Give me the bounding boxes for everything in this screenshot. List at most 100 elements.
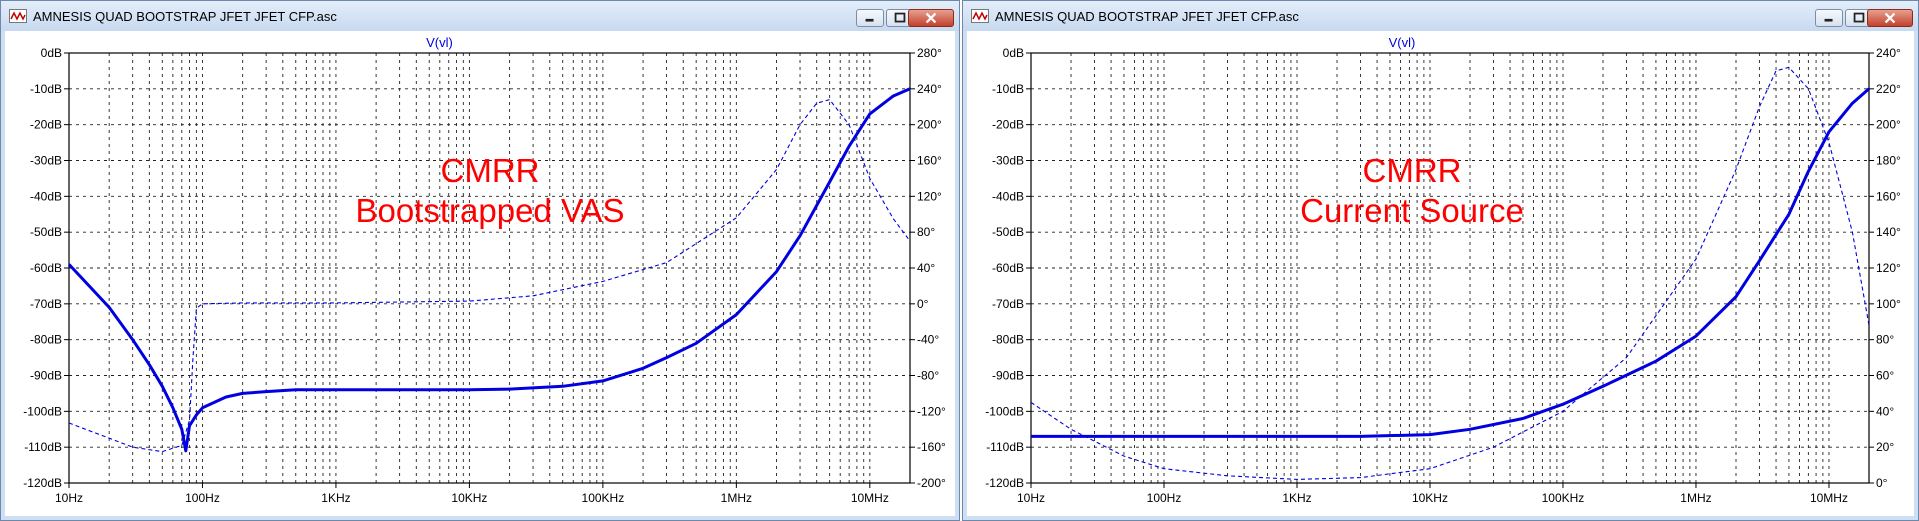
magnitude-trace [67,87,911,453]
ltspice-waveform-icon [971,9,989,23]
annotation-line-2: Bootstrapped VAS [355,192,625,229]
y2-tick-label: 0° [917,297,929,311]
x-tick-label: 1KHz [1282,491,1311,505]
x-tick-label: 100KHz [582,491,625,505]
y2-tick-label: 140° [1876,225,1901,239]
y-tick-label: -120dB [23,476,62,490]
annotation-line-2: Current Source [1300,192,1524,229]
y2-tick-label: -120° [917,404,946,418]
minimize-icon [865,18,874,22]
y-tick-label: -120dB [985,476,1024,490]
x-tick-label: 10Hz [1017,491,1045,505]
title-bar[interactable]: AMNESIS QUAD BOOTSTRAP JFET JFET CFP.asc [963,1,1918,31]
y-tick-label: -10dB [30,82,62,96]
phase-trace [1030,66,1870,480]
y2-tick-label: -200° [917,476,946,490]
trace-label: V(vl) [426,35,453,50]
x-tick-label: 10KHz [451,491,487,505]
maximize-icon [1853,12,1865,23]
phase-trace [68,99,911,453]
x-tick-label: 10MHz [851,491,889,505]
y-tick-label: -10dB [992,82,1024,96]
y2-tick-label: 160° [917,154,942,168]
y2-tick-label: 220° [1876,82,1901,96]
y2-tick-label: 60° [1876,369,1894,383]
x-tick-label: 1MHz [721,491,752,505]
y2-tick-label: 0° [1876,476,1888,490]
x-tick-label: 10MHz [1810,491,1848,505]
x-tick-label: 100Hz [185,491,220,505]
plot-frame [1030,52,1870,484]
y2-tick-label: -160° [917,440,946,454]
y2-tick-label: 160° [1876,189,1901,203]
x-tick-label: 1KHz [321,491,350,505]
y-tick-label: -20dB [30,118,62,132]
bode-plot: 0dB -10dB -20dB -30dB -40dB -50dB -60dB -70dB -8… [985,35,1901,505]
y2-tick-label: -40° [917,333,939,347]
y2-tick-label: 80° [917,225,935,239]
plot-annotation: CMRR Current Source [1252,151,1572,231]
minimize-button[interactable] [1815,9,1843,27]
y-tick-label: -110dB [986,440,1024,454]
annotation-line-1: CMRR [440,152,540,189]
y-tick-label: -60dB [30,261,62,275]
y-tick-label: -70dB [992,297,1024,311]
x-tick-label: 10Hz [55,491,83,505]
plot-window-right: AMNESIS QUAD BOOTSTRAP JFET JFET CFP.asc… [962,0,1919,521]
y-tick-label: -30dB [30,154,62,168]
plot-annotation: CMRR Bootstrapped VAS [330,151,650,231]
y-tick-label: -20dB [992,118,1024,132]
title-bar[interactable]: AMNESIS QUAD BOOTSTRAP JFET JFET CFP.asc [1,1,959,31]
annotation-line-1: CMRR [1362,152,1462,189]
y2-tick-label: 180° [1876,154,1901,168]
close-icon [1884,12,1896,24]
close-button[interactable] [908,9,954,27]
y-tick-label: -100dB [985,404,1024,418]
y-tick-label: -90dB [30,369,62,383]
y2-tick-label: 280° [917,46,942,60]
y2-tick-label: 120° [1876,261,1901,275]
y2-tick-label: 120° [917,189,942,203]
close-icon [925,12,937,24]
y-tick-label: -30dB [992,154,1024,168]
magnitude-trace [1031,87,1870,438]
y-tick-label: -80dB [30,333,62,347]
x-tick-label: 100KHz [1542,491,1585,505]
y-tick-label: 0dB [1003,46,1024,60]
y-tick-label: -80dB [992,333,1024,347]
plot-window-left: AMNESIS QUAD BOOTSTRAP JFET JFET CFP.asc… [0,0,960,521]
maximize-icon [894,12,906,23]
y2-tick-label: 100° [1876,297,1901,311]
y-tick-label: -50dB [992,225,1024,239]
y2-tick-label: 200° [917,118,942,132]
y-tick-label: -40dB [30,189,62,203]
y-tick-label: -90dB [992,369,1024,383]
window-title: AMNESIS QUAD BOOTSTRAP JFET JFET CFP.asc [33,9,337,24]
y2-tick-label: 40° [917,261,935,275]
y2-tick-label: 240° [1876,46,1901,60]
window-title: AMNESIS QUAD BOOTSTRAP JFET JFET CFP.asc [995,9,1299,24]
x-tick-label: 100Hz [1147,491,1182,505]
bode-plot: 0dB -10dB -20dB -30dB -40dB -50dB -60dB -70dB -8… [23,35,946,505]
x-tick-label: 1MHz [1680,491,1711,505]
ltspice-waveform-icon [9,9,27,23]
minimize-button[interactable] [856,9,884,27]
y-tick-label: -70dB [30,297,62,311]
y2-tick-label: 240° [917,82,942,96]
y-tick-label: -60dB [992,261,1024,275]
y-tick-label: -50dB [30,225,62,239]
plot-area[interactable]: 0dB -10dB -20dB -30dB -40dB -50dB -60dB -70dB -8… [5,31,955,516]
y-tick-label: -100dB [23,404,62,418]
plot-area[interactable]: 0dB -10dB -20dB -30dB -40dB -50dB -60dB -70dB -8… [967,31,1914,516]
y-tick-label: -40dB [992,189,1024,203]
y2-tick-label: 80° [1876,333,1894,347]
y2-tick-label: 20° [1876,440,1894,454]
minimize-icon [1824,18,1833,22]
x-tick-label: 10KHz [1412,491,1448,505]
trace-label: V(vl) [1389,35,1416,50]
y-tick-label: -110dB [24,440,62,454]
y2-tick-label: -80° [917,369,939,383]
close-button[interactable] [1867,9,1913,27]
y-tick-label: 0dB [41,46,62,60]
y2-tick-label: 200° [1876,118,1901,132]
